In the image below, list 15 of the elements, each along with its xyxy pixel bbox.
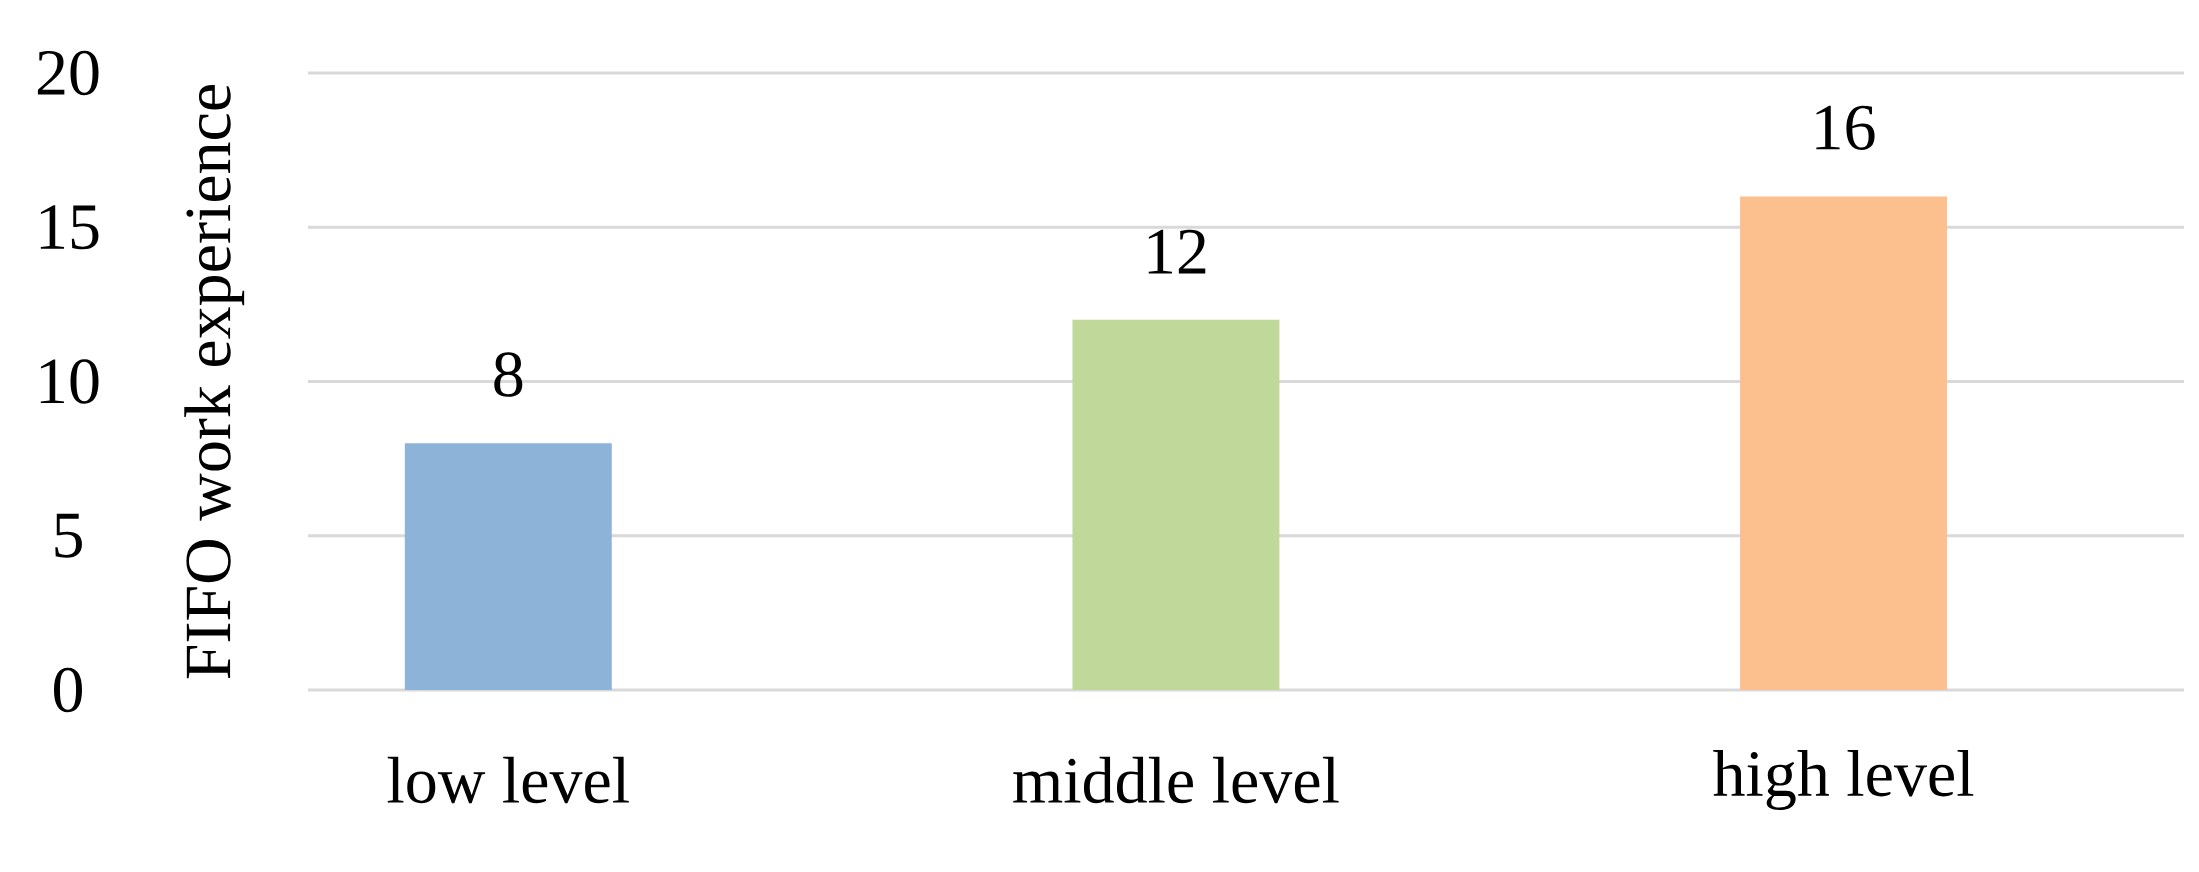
bar [1072,319,1280,690]
y-tick-label: 10 [40,359,99,404]
y-axis-title: FIFO work experience [184,85,245,679]
x-tick-label: low level [387,756,629,804]
x-tick-label: middle level [1013,756,1339,804]
y-tick-label: 5 [55,513,82,558]
y-tick-label: 0 [54,667,82,713]
data-label: 8 [494,352,523,397]
data-label: 12 [1148,229,1206,274]
bar [404,443,612,690]
y-tick-label: 15 [40,205,99,250]
y-tick-label: 20 [37,50,99,96]
data-label: 16 [1816,105,1875,150]
bar [1740,196,1948,690]
x-tick-label: high level [1713,749,1974,811]
